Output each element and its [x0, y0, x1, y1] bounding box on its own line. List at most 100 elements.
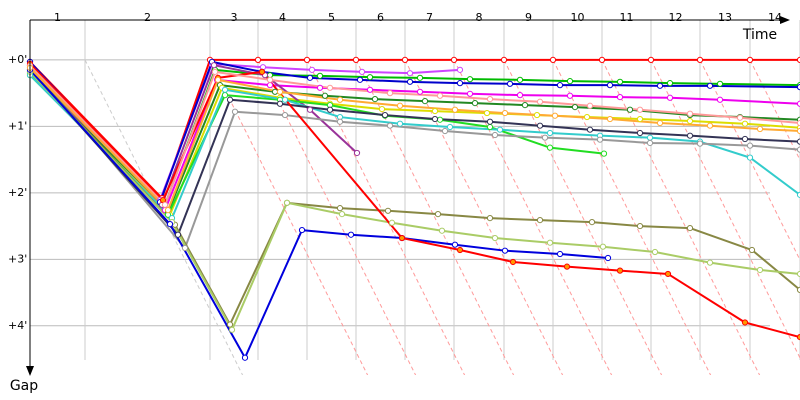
data-point [281, 111, 289, 119]
data-point [226, 96, 234, 103]
data-point [298, 226, 306, 234]
y-tick-label: +4' [8, 319, 27, 332]
data-point [416, 88, 424, 95]
data-point [451, 241, 459, 248]
data-point [716, 96, 724, 103]
data-point [406, 70, 414, 77]
data-point [456, 66, 464, 73]
data-point [446, 123, 454, 131]
tick-labels: +0'+1'+2'+3'+4'1 2 3 4 5 6 7 8 9 10 11 12 13 14 [8, 11, 782, 332]
data-point [174, 231, 182, 238]
data-point [396, 120, 404, 127]
data-point [796, 270, 800, 278]
x-axis-title: Time [742, 27, 777, 43]
data-point [353, 149, 361, 157]
data-point [438, 227, 446, 234]
lap-label: 8 [476, 11, 483, 24]
data-point [181, 244, 189, 252]
data-point [616, 267, 624, 274]
lap-label: 14 [768, 11, 782, 24]
data-point [651, 248, 659, 256]
data-point [563, 263, 571, 270]
data-point [756, 125, 764, 133]
data-point [451, 106, 459, 113]
data-point [647, 56, 655, 63]
data-point [471, 99, 479, 107]
data-point [796, 100, 800, 107]
data-point [666, 80, 674, 87]
data-point [741, 135, 749, 143]
data-point [501, 247, 509, 254]
data-point [636, 222, 644, 230]
data-point [546, 129, 554, 137]
data-point [338, 211, 346, 218]
data-point [566, 92, 574, 99]
data-point [686, 110, 694, 117]
data-point [306, 106, 314, 113]
data-point [283, 199, 291, 206]
data-point [796, 84, 800, 91]
data-point [588, 218, 596, 226]
data-point [266, 82, 274, 89]
series-line [30, 69, 609, 359]
data-point [366, 86, 374, 93]
data-point [636, 115, 644, 123]
data-point [228, 326, 236, 333]
lap-diagonal [699, 59, 800, 262]
data-point [741, 120, 749, 127]
lap-label: 3 [231, 11, 238, 24]
data-point [506, 80, 514, 87]
data-point [431, 115, 439, 123]
data-point [396, 102, 404, 109]
data-point [796, 334, 800, 341]
data-point [406, 78, 414, 85]
data-point [796, 191, 800, 198]
data-point [626, 106, 634, 113]
lap-diagonal [257, 59, 417, 375]
data-point [221, 86, 229, 93]
data-point [356, 76, 364, 83]
data-point [516, 92, 524, 99]
data-point [381, 111, 389, 119]
series-line [30, 69, 800, 236]
data-point [281, 96, 289, 103]
data-point [210, 62, 218, 69]
data-point [756, 266, 764, 274]
data-point [496, 126, 504, 133]
data-point [226, 321, 234, 328]
data-point [664, 270, 672, 278]
data-point [604, 254, 612, 262]
data-point [533, 111, 541, 119]
lap-label: 6 [377, 11, 384, 24]
lap-label: 5 [328, 11, 335, 24]
data-point [231, 108, 239, 115]
data-point [491, 234, 499, 242]
data-point [536, 98, 544, 105]
y-axis-arrow [26, 366, 34, 376]
data-point [536, 217, 544, 224]
data-point [431, 107, 439, 115]
lap-diagonal [552, 59, 712, 375]
data-point [326, 84, 334, 91]
data-point [241, 354, 249, 361]
data-point [441, 127, 449, 135]
data-point [746, 142, 754, 149]
data-point [486, 118, 494, 125]
data-point [636, 106, 644, 113]
data-point [686, 224, 694, 232]
data-point [656, 82, 664, 89]
data-point [616, 78, 624, 85]
data-point [686, 117, 694, 125]
data-point [164, 207, 172, 214]
data-point [483, 109, 491, 117]
data-point [796, 146, 800, 153]
data-point [796, 286, 800, 294]
data-point [748, 246, 756, 254]
data-point [516, 76, 524, 83]
data-point [161, 201, 169, 208]
data-point [316, 84, 324, 91]
data-point [336, 205, 344, 212]
series-line [30, 74, 800, 220]
data-point [746, 154, 754, 161]
data-point [596, 136, 604, 143]
